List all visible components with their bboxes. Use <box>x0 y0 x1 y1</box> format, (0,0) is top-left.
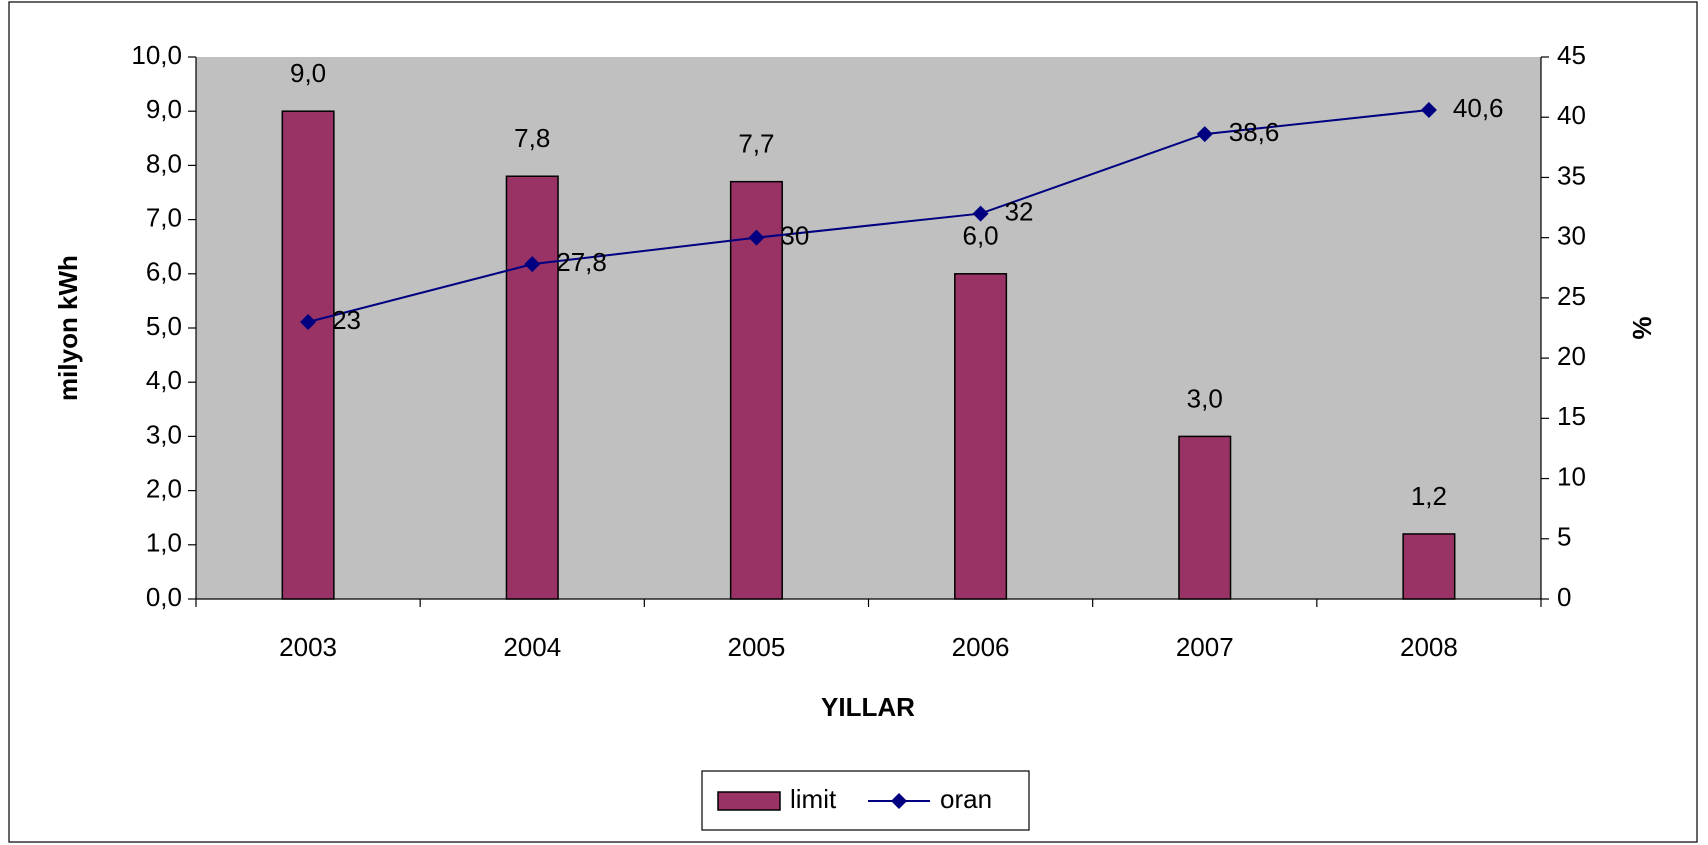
line-marker <box>748 229 765 246</box>
bar <box>281 110 335 600</box>
y-tick-label: 3,0 <box>146 419 182 449</box>
line-marker <box>1420 101 1437 118</box>
y-tick-label: 4,0 <box>146 365 182 395</box>
bar-value-label: 6,0 <box>963 221 999 251</box>
legend-label: oran <box>940 784 992 814</box>
y2-tick-label: 0 <box>1557 582 1571 612</box>
plot-area <box>196 57 1541 599</box>
x-tick-label: 2008 <box>1400 632 1458 662</box>
bar-value-label: 3,0 <box>1187 383 1223 413</box>
bar <box>505 175 559 600</box>
line-value-label: 23 <box>332 305 361 335</box>
y2-tick-label: 25 <box>1557 281 1586 311</box>
y2-tick-label: 10 <box>1557 461 1586 491</box>
line <box>307 109 1430 323</box>
bar-value-label: 7,8 <box>514 123 550 153</box>
y-tick-label: 5,0 <box>146 311 182 341</box>
y2-tick-label: 20 <box>1557 341 1586 371</box>
line-value-label: 38,6 <box>1229 117 1280 147</box>
line-marker <box>972 205 989 222</box>
line-value-label: 40,6 <box>1453 93 1504 123</box>
y2-tick-label: 15 <box>1557 401 1586 431</box>
line-marker <box>524 256 541 273</box>
bar <box>1178 435 1232 600</box>
y-tick-label: 0,0 <box>146 582 182 612</box>
x-tick-label: 2005 <box>727 632 785 662</box>
y-tick-label: 10,0 <box>131 40 182 70</box>
bar <box>729 180 783 600</box>
line-value-label: 32 <box>1005 196 1034 226</box>
bar-value-label: 9,0 <box>290 58 326 88</box>
x-tick-label: 2004 <box>503 632 561 662</box>
line-value-label: 30 <box>780 221 809 251</box>
y-tick-label: 2,0 <box>146 473 182 503</box>
x-tick-label: 2003 <box>279 632 337 662</box>
bar <box>1402 533 1456 600</box>
y-tick-label: 8,0 <box>146 148 182 178</box>
x-tick-label: 2006 <box>952 632 1010 662</box>
line-marker <box>1196 126 1213 143</box>
y2-tick-label: 45 <box>1557 40 1586 70</box>
legend-marker <box>891 793 907 809</box>
y-tick-label: 1,0 <box>146 528 182 558</box>
bar-value-label: 7,7 <box>738 129 774 159</box>
y2-axis-title: % <box>1627 316 1657 339</box>
y-tick-label: 7,0 <box>146 202 182 232</box>
y2-tick-label: 5 <box>1557 522 1571 552</box>
legend-label: limit <box>790 784 837 814</box>
y2-tick-label: 35 <box>1557 160 1586 190</box>
y-tick-label: 9,0 <box>146 94 182 124</box>
y2-tick-label: 40 <box>1557 100 1586 130</box>
bar-value-label: 1,2 <box>1411 481 1447 511</box>
x-tick-label: 2007 <box>1176 632 1234 662</box>
legend-swatch <box>717 791 781 811</box>
y-axis-title: milyon kWh <box>53 255 83 401</box>
y-tick-label: 6,0 <box>146 257 182 287</box>
x-axis-title: YILLAR <box>821 692 915 722</box>
bar <box>954 273 1008 600</box>
y2-tick-label: 30 <box>1557 221 1586 251</box>
line-value-label: 27,8 <box>556 247 607 277</box>
line-marker <box>300 313 317 330</box>
